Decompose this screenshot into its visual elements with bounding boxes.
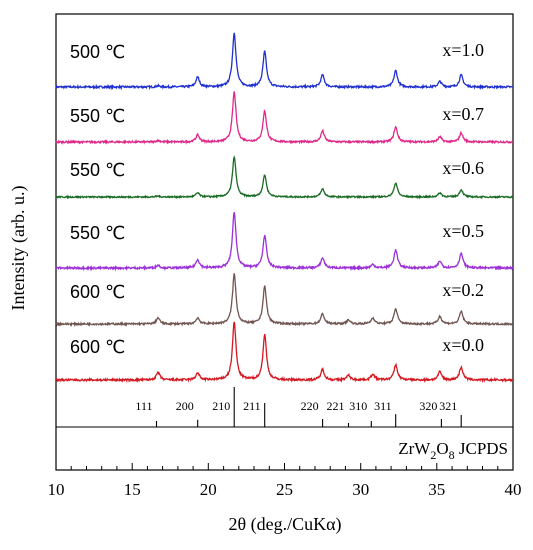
x-tick-label: 25 (276, 480, 293, 499)
composition-label: x=0.2 (442, 280, 484, 300)
hkl-label: 320 (419, 399, 437, 413)
hkl-label: 211 (243, 399, 261, 413)
x-tick-label: 40 (505, 480, 522, 499)
x-tick-label: 10 (48, 480, 65, 499)
series-line-1 (55, 91, 514, 146)
x-tick-label: 20 (200, 480, 217, 499)
composition-label: x=0.7 (442, 104, 484, 124)
hkl-label: 220 (301, 399, 319, 413)
hkl-label: 321 (439, 399, 457, 413)
hkl-label: 200 (176, 399, 194, 413)
composition-label: x=0.6 (442, 158, 484, 178)
x-tick-label: 15 (124, 480, 141, 499)
series-line-0 (55, 32, 514, 91)
series-line-4 (55, 273, 513, 328)
y-axis-label: Intensity (arb. u.) (8, 186, 29, 311)
series-line-3 (55, 212, 514, 272)
hkl-label: 111 (135, 399, 152, 413)
temperature-label: 550 ℃ (70, 106, 125, 126)
series-line-5 (55, 321, 514, 384)
x-tick-label: 35 (428, 480, 445, 499)
composition-label: x=0.0 (442, 335, 484, 355)
x-axis: 10 15 20 25 30 35 40 (48, 463, 522, 499)
temperature-label: 600 ℃ (70, 282, 125, 302)
hkl-label: 221 (327, 399, 345, 413)
series-layer: 500 ℃ x=1.0 550 ℃ x=0.7 550 ℃ x=0.6 550 ℃ x=0.5… (55, 32, 514, 384)
hkl-label: 310 (349, 399, 367, 413)
hkl-label: 210 (212, 399, 230, 413)
composition-label: x=1.0 (442, 40, 484, 60)
x-axis-label: 2θ (deg./CuKα) (228, 514, 341, 535)
temperature-label: 550 ℃ (70, 223, 125, 243)
reference-panel: 111 200 210 211 220 221 310 311 320 321 ZrW2O8 JCP… (135, 387, 508, 462)
composition-label: x=0.5 (442, 221, 484, 241)
temperature-label: 600 ℃ (70, 337, 125, 357)
temperature-label: 550 ℃ (70, 160, 125, 180)
temperature-label: 500 ℃ (70, 42, 125, 62)
reference-label: ZrW2O8 JCPDS (398, 439, 508, 462)
series-line-2 (55, 155, 514, 200)
hkl-label: 311 (374, 399, 392, 413)
x-tick-label: 30 (352, 480, 369, 499)
